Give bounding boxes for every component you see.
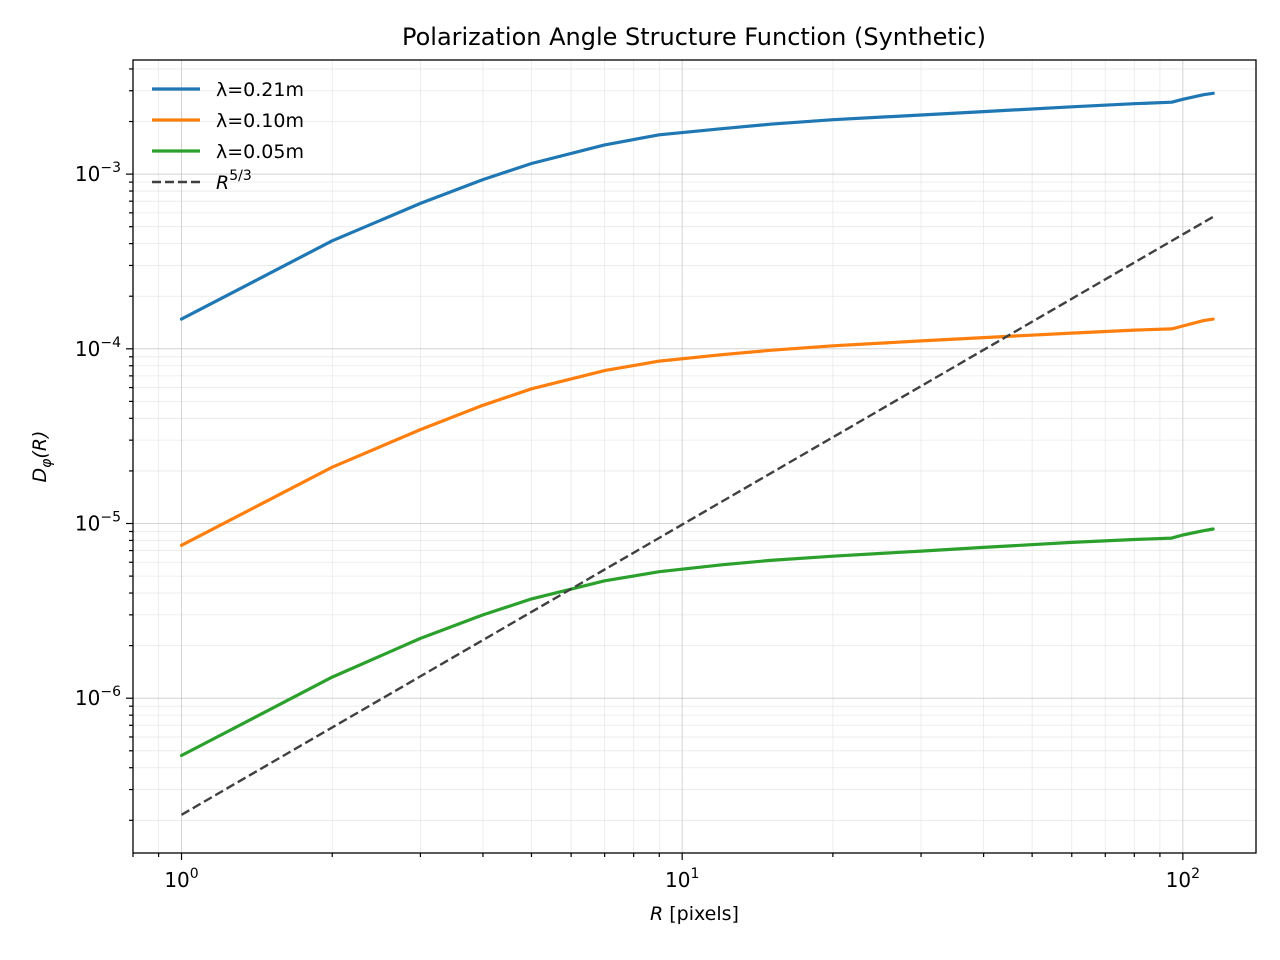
- axis-ticks: [126, 68, 1184, 860]
- y-tick-label: 10−4: [75, 335, 121, 361]
- x-tick-label: 100: [164, 866, 198, 892]
- y-tick-label: 10−5: [75, 510, 121, 536]
- series-line-4: [180, 215, 1214, 816]
- axis-labels: 100 101 102 10−6 10−5 10−4 10−3 R [pixels] Dφ(R): [29, 160, 1200, 925]
- x-tick-label: 101: [665, 866, 699, 892]
- plot-frame: [132, 59, 1257, 854]
- y-tick-label: 10−3: [75, 160, 121, 186]
- legend-label-2: λ=0.10m: [216, 110, 304, 132]
- x-tick-label: 102: [1166, 866, 1200, 892]
- series-line-3: [179, 527, 1215, 758]
- x-axis-label: R [pixels]: [650, 903, 739, 925]
- y-axis-label: Dφ(R): [29, 431, 55, 483]
- chart-title: Polarization Angle Structure Function (S…: [402, 23, 986, 51]
- legend-label-3: λ=0.05m: [216, 141, 304, 163]
- y-tick-label: 10−6: [75, 684, 121, 710]
- legend-label-4: R5/3: [216, 168, 252, 194]
- series-lines: [179, 91, 1215, 816]
- legend: λ=0.21m λ=0.10m λ=0.05m R5/3: [152, 79, 304, 194]
- grid-lines: [132, 60, 1256, 853]
- series-line-1: [179, 91, 1215, 321]
- legend-label-1: λ=0.21m: [216, 79, 304, 101]
- series-line-2: [179, 317, 1215, 547]
